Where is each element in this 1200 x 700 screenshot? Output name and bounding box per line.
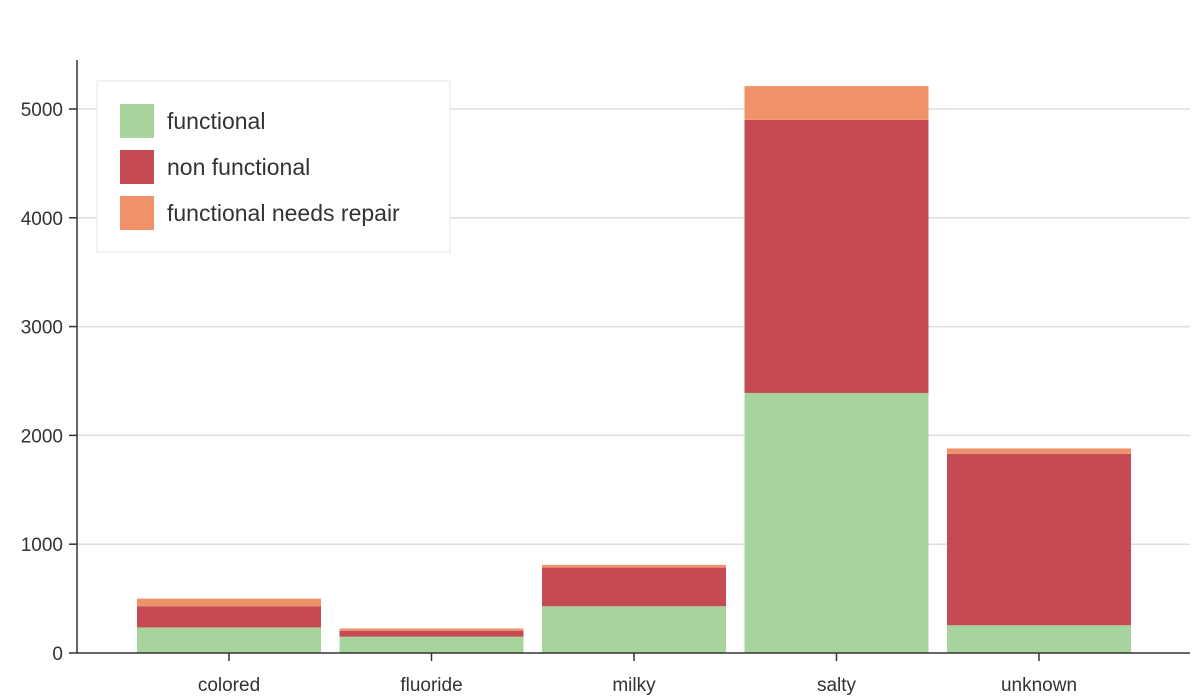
legend-label: functional needs repair [167,200,400,226]
bar-salty-functional [744,392,929,653]
bar-salty-non-functional [744,119,929,393]
y-tick-label: 2000 [21,426,63,447]
bar-salty-functional-needs-repair [744,86,929,120]
legend-label: functional [167,108,265,134]
legend-label: non functional [167,154,310,180]
legend-swatch [120,150,154,184]
x-tick-label: unknown [1001,675,1077,696]
x-tick-label: salty [817,675,857,696]
bar-unknown-functional [947,625,1131,653]
y-tick-label: 5000 [21,100,63,121]
y-tick-label: 0 [52,644,63,665]
x-tick-label: colored [198,675,260,696]
legend-swatch [120,104,154,138]
legend-box [96,80,451,253]
bar-colored-functional [137,627,321,653]
legend: functional non functional functional needs… [96,80,451,253]
bars [137,86,1131,653]
bar-unknown-non-functional [947,453,1131,626]
bar-milky-functional [542,606,726,653]
legend-swatch [120,196,154,230]
bar-milky-functional-needs-repair [542,564,726,568]
bar-milky-non-functional [542,567,726,607]
bar-colored-functional-needs-repair [137,598,321,607]
y-tick-label: 3000 [21,318,63,339]
bar-fluoride-non-functional [339,630,524,637]
bar-fluoride-functional-needs-repair [339,628,524,631]
y-tick-label: 4000 [21,209,63,230]
bar-colored-non-functional [137,606,321,628]
bar-fluoride-functional [339,636,524,653]
x-tick-label: fluoride [400,675,462,696]
axes: 0 1000 2000 3000 4000 5000 colored fluoride milk… [21,60,1190,696]
x-tick-label: milky [612,675,656,696]
y-tick-label: 1000 [21,535,63,556]
bar-unknown-functional-needs-repair [947,448,1131,454]
